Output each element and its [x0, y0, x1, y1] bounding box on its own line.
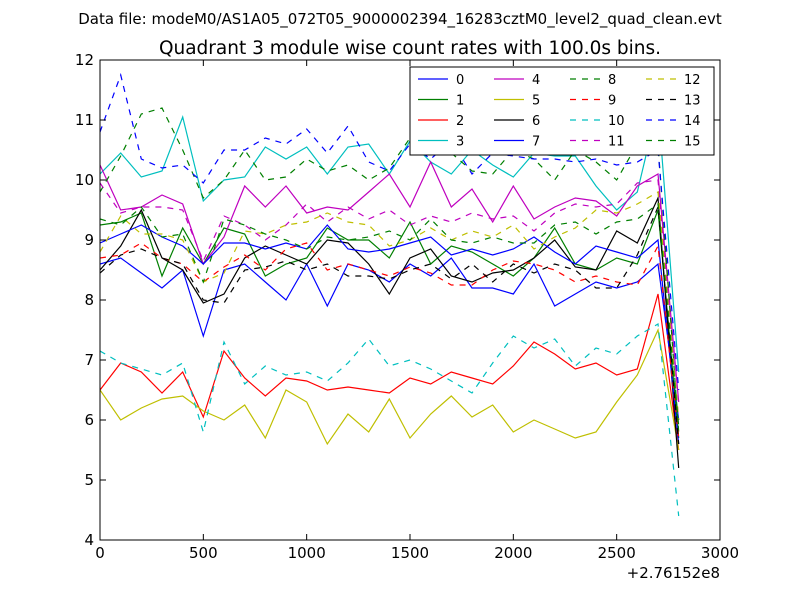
y-tick-label: 12 [75, 51, 94, 69]
series-line-9 [100, 242, 680, 439]
series-line-13 [100, 206, 680, 445]
series-line-0 [100, 257, 680, 421]
suptitle: Data file: modeM0/AS1A05_072T05_90000023… [78, 10, 722, 29]
legend-label-5: 5 [532, 94, 540, 109]
series-line-15 [100, 202, 680, 427]
x-tick-label: 1000 [288, 544, 326, 562]
y-tick-label: 4 [84, 531, 94, 549]
y-tick-label: 9 [84, 231, 94, 249]
y-tick-label: 8 [84, 291, 94, 309]
series-line-11 [100, 179, 680, 421]
legend-label-0: 0 [456, 73, 464, 88]
legend-label-15: 15 [684, 135, 701, 150]
legend-label-12: 12 [684, 73, 701, 88]
legend-label-4: 4 [532, 73, 540, 88]
series-line-7 [100, 224, 680, 445]
x-tick-label: 2000 [494, 544, 532, 562]
x-tick-label: 0 [95, 544, 105, 562]
legend-label-10: 10 [608, 114, 625, 129]
y-tick-label: 11 [75, 111, 94, 129]
series-line-12 [100, 191, 680, 421]
axes-frame [99, 59, 721, 541]
y-tick-label: 5 [84, 471, 94, 489]
legend-label-8: 8 [608, 73, 616, 88]
x-offset-label: +2.76152e8 [627, 564, 720, 582]
y-tick-label: 6 [84, 411, 94, 429]
legend-label-11: 11 [608, 135, 625, 150]
series-line-2 [100, 293, 680, 451]
x-tick-label: 1500 [391, 544, 429, 562]
x-tick-label: 500 [189, 544, 218, 562]
legend-label-13: 13 [684, 94, 701, 109]
x-tick-label: 3000 [701, 544, 739, 562]
y-tick-label: 10 [75, 171, 94, 189]
legend-label-2: 2 [456, 114, 464, 129]
legend-label-14: 14 [684, 114, 701, 129]
x-tick-label: 2500 [598, 544, 636, 562]
series-line-1 [100, 209, 680, 439]
legend-label-9: 9 [608, 94, 616, 109]
legend-label-7: 7 [532, 135, 540, 150]
series-line-6 [100, 195, 680, 469]
series-line-14 [100, 72, 680, 391]
y-tick-label: 7 [84, 351, 94, 369]
legend-label-1: 1 [456, 94, 464, 109]
series-layer [100, 72, 680, 517]
legend-label-6: 6 [532, 114, 540, 129]
chart-title: Quadrant 3 module wise count rates with … [159, 38, 661, 59]
legend-label-3: 3 [456, 135, 464, 150]
series-line-5 [100, 327, 680, 451]
